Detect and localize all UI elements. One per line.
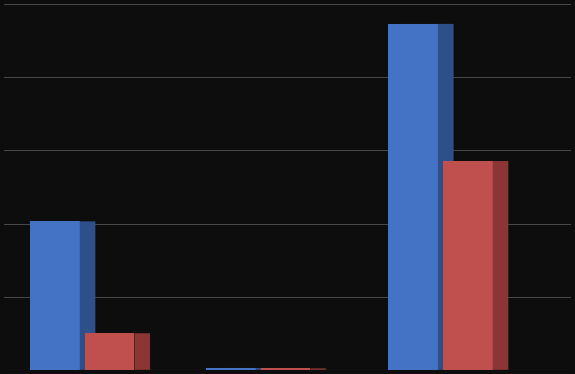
Polygon shape (30, 221, 80, 370)
Polygon shape (310, 368, 326, 370)
Polygon shape (261, 368, 310, 370)
Polygon shape (255, 368, 271, 370)
Polygon shape (85, 333, 135, 370)
Polygon shape (80, 221, 95, 370)
Polygon shape (443, 161, 493, 370)
Polygon shape (135, 333, 150, 370)
Polygon shape (493, 161, 508, 370)
Polygon shape (438, 24, 454, 370)
Polygon shape (389, 24, 438, 370)
Polygon shape (206, 368, 255, 370)
